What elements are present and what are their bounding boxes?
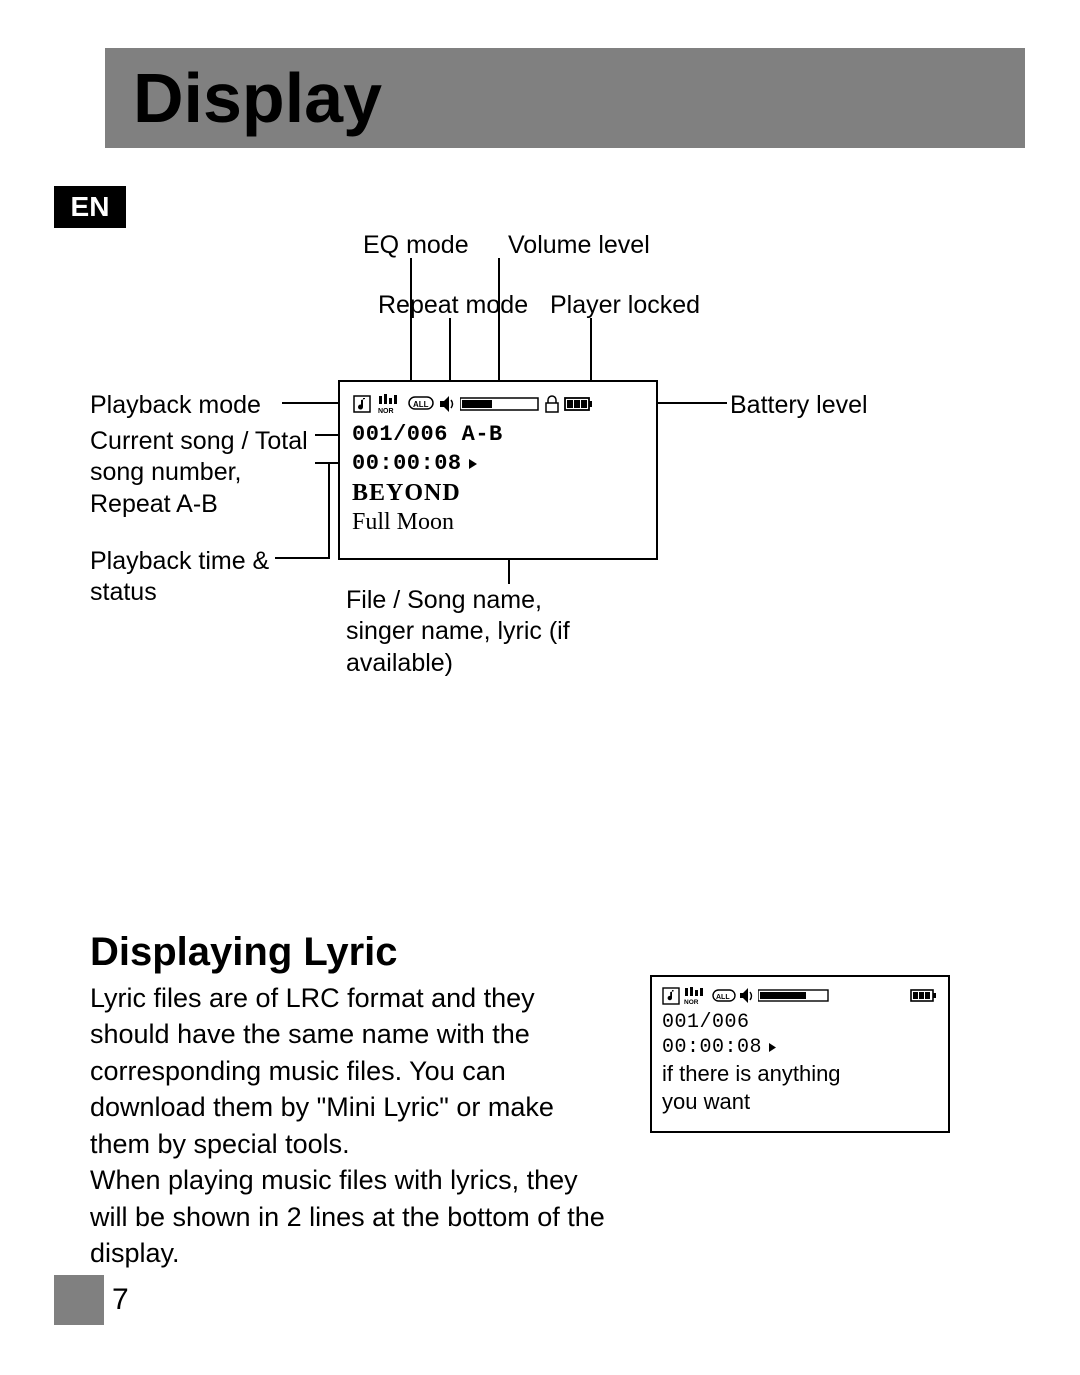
status-bar: NOR ALL [662, 983, 938, 1009]
volume-bar-icon [460, 396, 540, 412]
section-heading: Displaying Lyric [90, 930, 398, 975]
volume-icon [739, 987, 755, 1005]
header-bar: Display [105, 48, 1025, 148]
music-note-icon [352, 394, 372, 414]
callout-song-number: Current song / Total song number, Repeat… [90, 426, 320, 520]
status-bar: NOR ALL [352, 390, 644, 418]
display-diagram: EQ mode Volume level Repeat mode Player … [90, 230, 990, 800]
callout-locked: Player locked [550, 290, 700, 321]
lock-icon [544, 394, 560, 414]
repeat-icon: ALL [712, 987, 736, 1005]
callout-playback-mode: Playback mode [90, 390, 290, 421]
play-icon [468, 458, 478, 470]
track-number-line: 001/006 A-B [352, 422, 644, 447]
language-code: EN [71, 191, 110, 223]
callout-repeat: Repeat mode [378, 290, 528, 321]
svg-text:ALL: ALL [716, 994, 730, 1001]
lyric-screen: NOR ALL 001/006 00:00:08 if there is any… [650, 975, 950, 1133]
page-title: Display [133, 58, 382, 138]
callout-battery: Battery level [730, 390, 868, 421]
player-screen: NOR ALL 001/006 A-B 00:00:08 BEYOND Full… [338, 380, 658, 560]
music-note-icon [662, 987, 680, 1005]
track-number: 001/006 A-B [352, 422, 503, 447]
callout-eq-mode: EQ mode [363, 230, 469, 261]
track-number: 001/006 [662, 1011, 750, 1034]
battery-icon [910, 989, 938, 1003]
callout-file-song: File / Song name, singer name, lyric (if… [346, 585, 586, 679]
playback-time: 00:00:08 [662, 1036, 762, 1059]
eq-icon: NOR [376, 394, 404, 414]
leader-line [410, 258, 412, 388]
volume-bar-icon [758, 989, 830, 1003]
svg-text:ALL: ALL [413, 400, 429, 409]
track-number-line: 001/006 [662, 1011, 938, 1034]
leader-line [449, 318, 451, 388]
lyric-line-1: if there is anything [662, 1061, 938, 1087]
play-icon [768, 1042, 777, 1053]
page-number-marker [54, 1275, 104, 1325]
leader-line [498, 258, 500, 388]
playback-time-line: 00:00:08 [662, 1036, 938, 1059]
callout-playback-time: Playback time & status [90, 546, 290, 609]
leader-line [275, 557, 330, 559]
eq-icon: NOR [683, 987, 709, 1005]
song-name: Full Moon [352, 509, 644, 536]
lyric-line-2: you want [662, 1089, 938, 1115]
leader-line [590, 318, 592, 388]
battery-icon [564, 396, 594, 412]
page-number: 7 [112, 1283, 129, 1317]
leader-line [647, 402, 727, 404]
body-paragraph: Lyric files are of LRC format and they s… [90, 980, 620, 1272]
artist-name: BEYOND [352, 480, 644, 507]
svg-text:NOR: NOR [378, 408, 394, 414]
volume-icon [438, 394, 456, 414]
leader-line [328, 462, 330, 559]
language-tab: EN [54, 186, 126, 228]
repeat-icon: ALL [408, 394, 434, 414]
playback-time-line: 00:00:08 [352, 451, 644, 476]
playback-time: 00:00:08 [352, 451, 462, 476]
callout-volume: Volume level [508, 230, 650, 261]
svg-text:NOR: NOR [684, 999, 699, 1005]
